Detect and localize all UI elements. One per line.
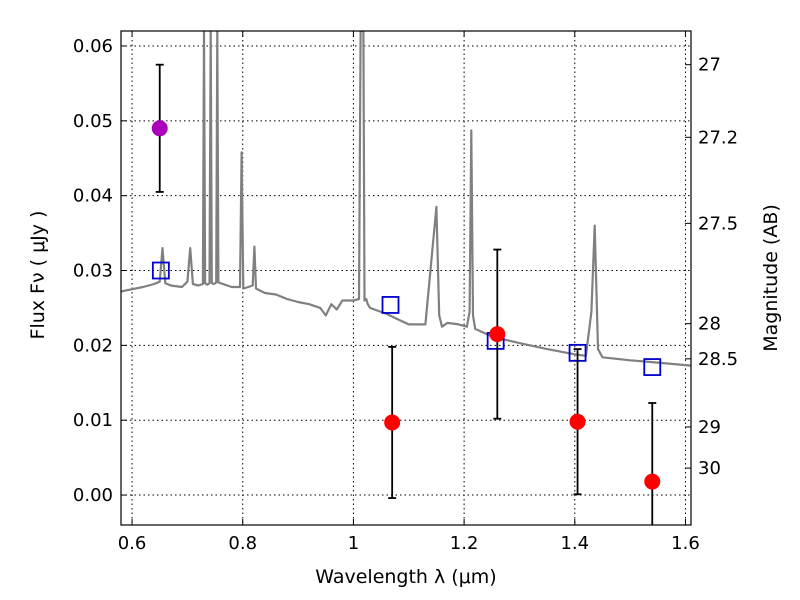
plot-frame — [120, 30, 692, 526]
data-point — [384, 414, 401, 431]
ticks — [121, 31, 691, 525]
data-point — [151, 120, 168, 137]
y-tick-label: 0.03 — [73, 261, 113, 282]
x-tick-label: 0.8 — [228, 533, 257, 554]
data-point — [644, 473, 661, 490]
y-right-tick-label: 30 — [698, 458, 721, 479]
y-tick-label: 0.01 — [73, 410, 113, 431]
series-layer — [121, 31, 691, 525]
y-right-tick-label: 28.5 — [698, 349, 738, 370]
tick-labels: 0.6 0.8 1 1.2 1.4 1.6 0.00 0.01 0.02 0.03 0.04 0.05… — [73, 36, 738, 554]
data-point — [569, 413, 586, 430]
x-tick-label: 1.6 — [671, 533, 700, 554]
y-tick-label: 0.04 — [73, 186, 113, 207]
x-tick-label: 1.4 — [560, 533, 589, 554]
y-right-tick-label: 29 — [698, 417, 721, 438]
y-right-tick-label: 27 — [698, 55, 721, 76]
data-point — [489, 326, 506, 343]
x-tick-label: 0.6 — [118, 533, 147, 554]
y-tick-label: 0.00 — [73, 485, 113, 506]
y-tick-label: 0.02 — [73, 335, 113, 356]
y-right-tick-label: 27.2 — [698, 127, 738, 148]
y-right-tick-label: 27.5 — [698, 213, 738, 234]
model-photometry-square — [381, 296, 400, 314]
y-right-tick-label: 28 — [698, 314, 721, 335]
y-tick-label: 0.05 — [73, 111, 113, 132]
spectrum-line — [121, 31, 691, 367]
y-axis-label: Flux Fν ( μJy ) — [27, 211, 49, 340]
y-right-axis-label: Magnitude (AB) — [760, 204, 782, 352]
y-tick-label: 0.06 — [73, 36, 113, 57]
x-tick-label: 1.2 — [450, 533, 479, 554]
model-photometry-square — [643, 358, 662, 376]
model-photometry-square — [151, 261, 170, 280]
x-axis-label: Wavelength λ (μm) — [315, 566, 496, 588]
x-tick-label: 1 — [348, 533, 359, 554]
plot-area — [121, 31, 691, 525]
